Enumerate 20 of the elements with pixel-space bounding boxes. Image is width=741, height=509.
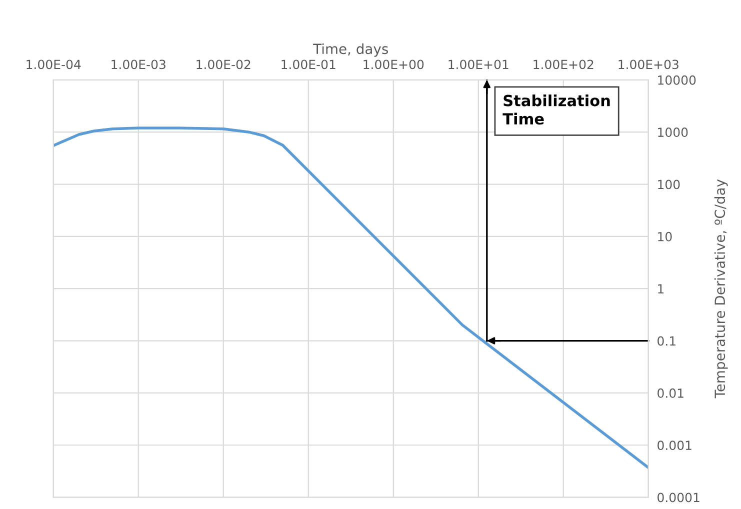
y-tick-label: 0.1	[658, 336, 676, 346]
y-axis-title: Temperature Derivative, ºC/day	[714, 179, 728, 398]
y-tick-label: 100	[658, 180, 680, 190]
x-tick-label: 1.00E+02	[534, 60, 594, 70]
x-tick-label: 1.00E+03	[618, 60, 678, 70]
x-tick-label: 1.00E-03	[112, 60, 166, 70]
y-tick-label: 1	[658, 284, 664, 294]
x-tick-label: 1.00E-04	[26, 60, 81, 70]
x-axis-title: Time, days	[313, 43, 388, 57]
x-tick-label: 1.00E-01	[282, 60, 336, 70]
y-tick-label: 0.0001	[658, 492, 700, 502]
x-tick-label: 1.00E+00	[364, 60, 424, 70]
y-tick-label: 0.001	[658, 440, 692, 450]
annotation: Stabilization Time	[502, 94, 610, 125]
y-tick-label: 10	[658, 232, 672, 242]
y-tick-label: 10000	[658, 75, 696, 85]
y-tick-label: 1000	[658, 128, 688, 138]
y-tick-label: 0.01	[658, 388, 684, 398]
x-tick-label: 1.00E-02	[196, 60, 250, 70]
x-tick-label: 1.00E+01	[448, 60, 508, 70]
